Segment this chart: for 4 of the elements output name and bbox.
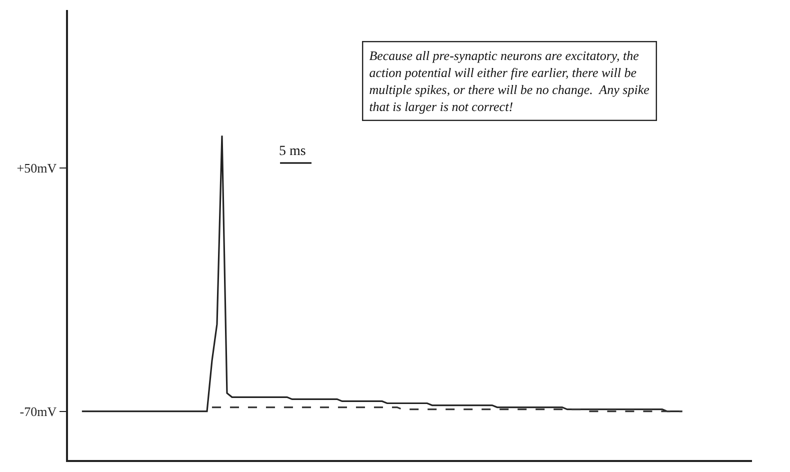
annotation: Because all pre-synaptic neurons are excitatory, the action potential will either fire earlier, there will be multiple spikes, or there will be no change. Any spike that is larger is not correct! bbox=[369, 48, 650, 114]
annotation: 5 ms bbox=[279, 144, 306, 159]
y-tick-label: +50mV bbox=[16, 160, 58, 176]
y-tick-label: -70mV bbox=[20, 404, 58, 419]
